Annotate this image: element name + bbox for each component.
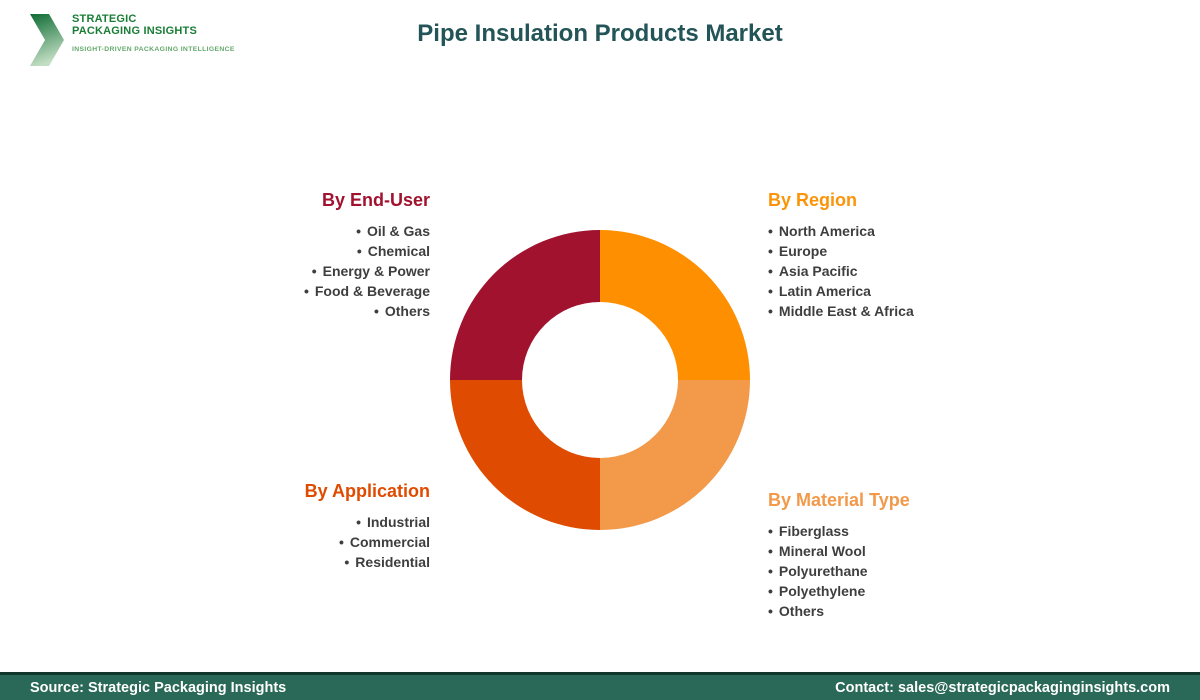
logo-chevron-icon (30, 14, 64, 66)
list-item: • Residential (130, 552, 430, 572)
list-item-label: Polyethylene (778, 583, 866, 599)
segment-application-heading: By Application (304, 481, 430, 501)
list-item: • Commercial (130, 532, 430, 552)
bullet-icon: • (768, 243, 773, 259)
bullet-icon: • (768, 563, 773, 579)
list-item-label: Food & Beverage (314, 283, 430, 299)
list-item-label: Asia Pacific (778, 263, 858, 279)
list-item: • Europe (768, 241, 1068, 261)
bullet-icon: • (768, 523, 773, 539)
logo-text: STRATEGIC PACKAGING INSIGHTS INSIGHT-DRI… (72, 13, 235, 53)
bullet-icon: • (373, 303, 379, 319)
segment-end-user-list: • Oil & Gas • Chemical • Energy & Power • Food … (130, 221, 430, 321)
bullet-icon: • (768, 303, 773, 319)
list-item-label: Mineral Wool (778, 543, 866, 559)
list-item: • Asia Pacific (768, 261, 1068, 281)
list-item: • Others (130, 301, 430, 321)
list-item-label: Others (384, 303, 430, 319)
bullet-icon: • (768, 603, 773, 619)
list-item: • Others (768, 601, 1068, 621)
list-item-label: Latin America (778, 283, 871, 299)
bullet-icon: • (768, 543, 773, 559)
list-item-label: Fiberglass (778, 523, 849, 539)
list-item: • Fiberglass (768, 521, 1068, 541)
donut-slice-application (450, 380, 600, 530)
page-title: Pipe Insulation Products Market (417, 20, 783, 47)
segment-end-user-heading: By End-User (321, 190, 430, 210)
segment-application: By Application • Industrial • Commercial • Re… (130, 481, 430, 572)
list-item: • Polyurethane (768, 561, 1068, 581)
bullet-icon: • (356, 514, 361, 530)
segment-region: By Region • North America • Europe • Asia Pac… (768, 190, 1068, 321)
segment-material-type: By Material Type • Fiberglass • Mineral Woo… (768, 490, 1068, 621)
list-item: • North America (768, 221, 1068, 241)
list-item: • Latin America (768, 281, 1068, 301)
list-item-label: Energy & Power (322, 263, 430, 279)
list-item-label: Polyurethane (778, 563, 868, 579)
bullet-icon: • (303, 283, 309, 299)
bullet-icon: • (338, 534, 344, 550)
list-item-label: Residential (355, 554, 430, 570)
logo-tagline: INSIGHT-DRIVEN PACKAGING INTELLIGENCE (72, 46, 235, 53)
logo: STRATEGIC PACKAGING INSIGHTS INSIGHT-DRI… (30, 13, 235, 66)
list-item-label: Europe (778, 243, 828, 259)
list-item-label: Industrial (366, 514, 430, 530)
donut-slice-end-user (450, 230, 600, 380)
list-item-label: Commercial (349, 534, 430, 550)
segment-region-heading: By Region (768, 190, 858, 210)
bullet-icon: • (344, 554, 350, 570)
list-item: • Chemical (130, 241, 430, 261)
list-item: • Oil & Gas (130, 221, 430, 241)
bullet-icon: • (768, 263, 773, 279)
logo-name-line1: STRATEGIC (72, 13, 137, 25)
bullet-icon: • (768, 223, 773, 239)
segment-end-user: By End-User • Oil & Gas • Chemical • Energy &… (130, 190, 430, 321)
segment-application-list: • Industrial • Commercial • Residential (130, 512, 430, 572)
chevron-shape (30, 14, 64, 66)
segment-region-list: • North America • Europe • Asia Pacific • Latin… (768, 221, 1068, 321)
footer-bar: Source: Strategic Packaging Insights Con… (0, 672, 1200, 700)
donut-chart (450, 230, 750, 530)
list-item-label: Oil & Gas (366, 223, 430, 239)
footer-source: Source: Strategic Packaging Insights (30, 679, 287, 696)
list-item-label: Others (778, 603, 825, 619)
list-item: • Mineral Wool (768, 541, 1068, 561)
donut-slice-material-type (600, 380, 750, 530)
segment-material-type-heading: By Material Type (768, 490, 910, 510)
bullet-icon: • (356, 223, 361, 239)
list-item: • Polyethylene (768, 581, 1068, 601)
bullet-icon: • (356, 243, 362, 259)
logo-name-line2: PACKAGING INSIGHTS (72, 24, 198, 37)
list-item: • Industrial (130, 512, 430, 532)
bullet-icon: • (311, 263, 317, 279)
list-item-label: Middle East & Africa (778, 303, 914, 319)
segment-material-type-list: • Fiberglass • Mineral Wool • Polyurethane • Po… (768, 521, 1068, 621)
list-item: • Middle East & Africa (768, 301, 1068, 321)
list-item-label: North America (778, 223, 875, 239)
bullet-icon: • (768, 283, 773, 299)
list-item: • Food & Beverage (130, 281, 430, 301)
list-item-label: Chemical (367, 243, 430, 259)
bullet-icon: • (768, 583, 773, 599)
list-item: • Energy & Power (130, 261, 430, 281)
donut-slice-region (600, 230, 750, 380)
footer-contact: Contact: sales@strategicpackaginginsight… (835, 679, 1170, 696)
